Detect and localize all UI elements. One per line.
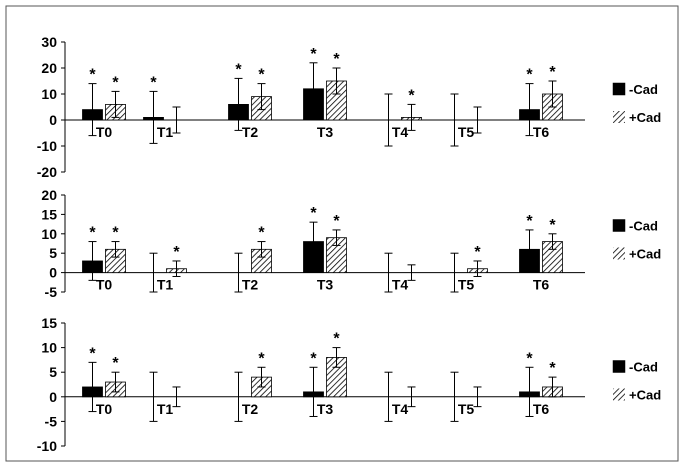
y-tick-label: 0 <box>49 389 57 405</box>
y-tick-label: 20 <box>41 60 57 76</box>
category-label: T1 <box>157 401 174 417</box>
y-tick-label: 5 <box>49 245 57 261</box>
y-tick-label: 15 <box>41 206 57 222</box>
panel-1: 30 20 10 0 -10 -20 * * T0 * T1 * * T2 * * T3 * T4 T5 * * T6 -Ca… <box>37 34 661 180</box>
significance-marker: * <box>89 345 96 362</box>
significance-marker: * <box>333 51 340 68</box>
significance-marker: * <box>526 67 533 84</box>
significance-marker: * <box>549 360 556 377</box>
y-tick-label: 10 <box>41 340 57 356</box>
category-label: T0 <box>96 124 113 140</box>
significance-marker: * <box>112 74 119 91</box>
y-tick-label: 10 <box>41 86 57 102</box>
y-tick-label: 15 <box>41 315 57 331</box>
significance-marker: * <box>258 67 265 84</box>
category-label: T6 <box>533 401 550 417</box>
category-label: T1 <box>157 124 174 140</box>
legend-label: +Cad <box>629 247 661 262</box>
significance-marker: * <box>549 217 556 234</box>
legend-swatch <box>612 219 626 232</box>
significance-marker: * <box>526 350 533 367</box>
category-label: T5 <box>458 124 475 140</box>
significance-marker: * <box>89 67 96 84</box>
category-label: T6 <box>533 277 550 293</box>
category-label: T3 <box>317 124 334 140</box>
category-label: T4 <box>392 401 409 417</box>
y-tick-label: 0 <box>49 265 57 281</box>
panel-2: 20 15 10 5 0 -5 * * T0 * T1 * T2 * * T3 T4 * T5 * * T6 -Cad +Ca… <box>41 187 661 300</box>
significance-marker: * <box>258 225 265 242</box>
significance-marker: * <box>173 244 180 261</box>
legend-label: -Cad <box>629 82 658 97</box>
category-label: T4 <box>392 277 409 293</box>
significance-marker: * <box>549 64 556 81</box>
category-label: T3 <box>317 401 334 417</box>
significance-marker: * <box>258 350 265 367</box>
category-label: T3 <box>317 277 334 293</box>
significance-marker: * <box>89 225 96 242</box>
y-tick-label: -5 <box>45 413 58 429</box>
y-tick-label: 30 <box>41 34 57 50</box>
category-label: T0 <box>96 401 113 417</box>
y-tick-label: -5 <box>45 284 58 300</box>
significance-marker: * <box>310 46 317 63</box>
significance-marker: * <box>112 225 119 242</box>
legend-label: +Cad <box>629 388 661 403</box>
significance-marker: * <box>474 244 481 261</box>
y-tick-label: -20 <box>37 164 57 180</box>
legend-swatch <box>613 247 625 260</box>
legend-swatch <box>613 388 625 401</box>
category-label: T6 <box>533 124 550 140</box>
significance-marker: * <box>333 213 340 230</box>
legend-label: -Cad <box>629 360 658 375</box>
significance-marker: * <box>150 74 157 91</box>
significance-marker: * <box>333 331 340 348</box>
significance-marker: * <box>408 87 415 104</box>
category-label: T2 <box>242 277 259 293</box>
y-tick-label: 20 <box>41 187 57 203</box>
category-label: T0 <box>96 277 113 293</box>
significance-marker: * <box>310 350 317 367</box>
significance-marker: * <box>112 355 119 372</box>
significance-marker: * <box>526 213 533 230</box>
category-label: T1 <box>157 277 174 293</box>
legend-swatch <box>612 82 626 96</box>
significance-marker: * <box>310 205 317 222</box>
legend-swatch <box>612 360 626 373</box>
category-label: T5 <box>458 277 475 293</box>
y-tick-label: 0 <box>49 112 57 128</box>
legend-label: -Cad <box>629 219 658 234</box>
y-tick-label: 10 <box>41 226 57 242</box>
legend-label: +Cad <box>629 110 661 125</box>
legend-swatch <box>613 111 625 123</box>
y-tick-label: -10 <box>37 138 57 154</box>
significance-marker: * <box>235 61 242 78</box>
category-label: T2 <box>242 401 259 417</box>
category-label: T4 <box>392 124 409 140</box>
y-tick-label: -10 <box>37 438 57 454</box>
y-tick-label: 5 <box>49 364 57 380</box>
category-label: T5 <box>458 401 475 417</box>
panel-3: 15 10 5 0 -5 -10 * * T0 T1 * T2 * * T3 T4 T5 * * T6 -Cad +Cad <box>37 315 661 454</box>
category-label: T2 <box>242 124 259 140</box>
